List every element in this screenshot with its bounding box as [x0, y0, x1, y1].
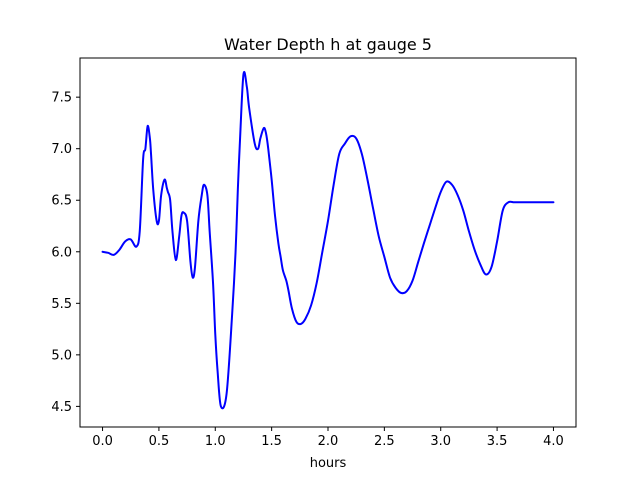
- y-tick-label: 7.0: [51, 142, 72, 157]
- x-tick-label: 3.5: [487, 434, 508, 449]
- chart-title: Water Depth h at gauge 5: [224, 35, 432, 54]
- plot-frame: [79, 57, 577, 428]
- y-tick-label: 6.5: [51, 194, 72, 209]
- x-axis-ticks: 0.0 0.5 1.0 1.5 2.0 2.5 3.0 3.5 4.0: [92, 427, 564, 449]
- x-tick-label: 3.0: [430, 434, 451, 449]
- x-tick-label: 4.0: [543, 434, 564, 449]
- y-tick-label: 4.5: [51, 400, 72, 415]
- x-tick-label: 2.0: [318, 434, 339, 449]
- x-tick-label: 2.5: [374, 434, 395, 449]
- x-tick-label: 1.0: [205, 434, 226, 449]
- y-axis-ticks: 4.5 5.0 5.5 6.0 6.5 7.0 7.5: [51, 91, 80, 415]
- y-tick-label: 6.0: [51, 245, 72, 260]
- x-axis-label: hours: [310, 456, 347, 471]
- x-tick-label: 0.5: [149, 434, 170, 449]
- y-tick-label: 7.5: [51, 91, 72, 106]
- x-tick-label: 1.5: [261, 434, 282, 449]
- x-tick-label: 0.0: [92, 434, 113, 449]
- series-line: [101, 71, 555, 410]
- y-tick-label: 5.0: [51, 348, 72, 363]
- y-tick-label: 5.5: [51, 297, 72, 312]
